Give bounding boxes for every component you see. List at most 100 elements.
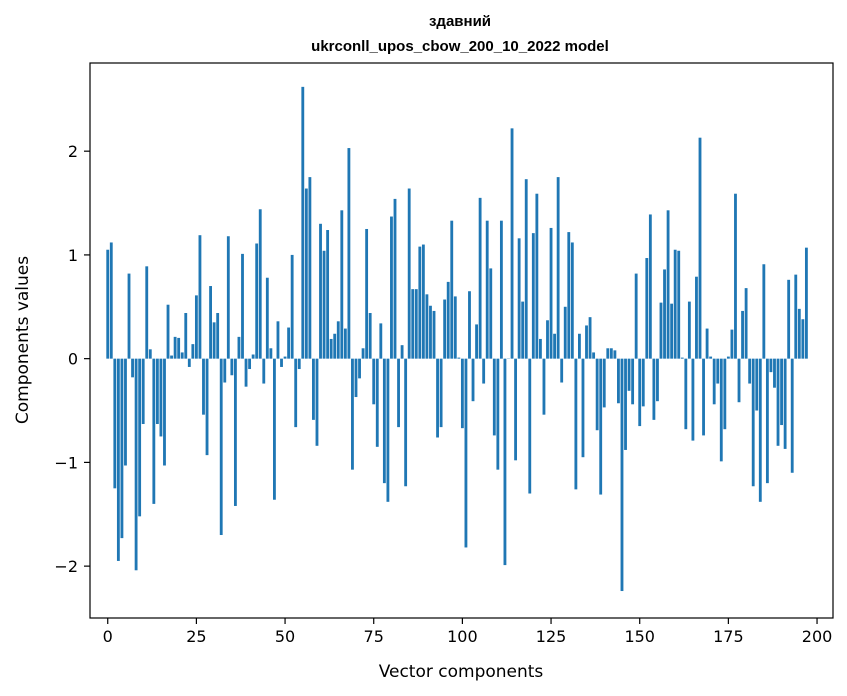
bar-7 <box>131 358 134 378</box>
bar-135 <box>585 325 588 359</box>
bar-103 <box>471 358 475 402</box>
bar-86 <box>411 289 415 359</box>
bar-40 <box>248 358 252 370</box>
bar-152 <box>645 258 649 359</box>
bar-124 <box>546 320 549 359</box>
bar-9 <box>138 358 142 517</box>
bar-60 <box>319 223 322 359</box>
bar-61 <box>322 250 326 359</box>
bar-1 <box>109 242 113 359</box>
bar-30 <box>212 322 216 359</box>
bar-34 <box>226 236 230 359</box>
bar-35 <box>230 358 234 376</box>
bar-100 <box>460 358 464 429</box>
bar-23 <box>187 358 191 367</box>
bar-164 <box>687 301 691 359</box>
bar-188 <box>773 358 776 388</box>
bar-17 <box>166 304 170 359</box>
bar-53 <box>294 358 298 428</box>
bar-29 <box>209 286 213 359</box>
bar-71 <box>358 358 361 379</box>
bar-182 <box>751 358 755 487</box>
bar-106 <box>482 358 486 384</box>
bar-65 <box>336 321 340 359</box>
bar-145 <box>620 358 624 592</box>
bar-63 <box>329 338 333 359</box>
bar-28 <box>205 358 209 456</box>
bar-141 <box>606 348 610 359</box>
bar-144 <box>617 358 620 404</box>
x-tick-label: 50 <box>275 627 295 646</box>
bar-39 <box>244 358 248 387</box>
bar-196 <box>801 319 805 359</box>
bar-16 <box>163 358 166 466</box>
bar-21 <box>180 352 184 359</box>
bar-149 <box>634 273 638 359</box>
bar-98 <box>453 296 457 359</box>
bar-25 <box>194 295 198 359</box>
bar-158 <box>666 210 670 359</box>
bar-150 <box>638 358 642 427</box>
bar-73 <box>365 228 369 359</box>
bar-5 <box>124 358 127 466</box>
bar-170 <box>709 356 713 359</box>
bar-116 <box>517 238 521 359</box>
bar-186 <box>765 358 769 484</box>
bar-0 <box>106 249 110 359</box>
bar-series <box>106 86 808 592</box>
bar-143 <box>613 350 617 359</box>
bar-87 <box>414 289 418 359</box>
bar-62 <box>326 230 330 359</box>
bar-22 <box>184 313 188 359</box>
bar-36 <box>233 358 237 506</box>
chart-title-line-2: ukrconll_upos_cbow_200_10_2022 model <box>311 38 609 55</box>
bar-142 <box>609 348 613 359</box>
y-axis-ticks: −2 −1 0 1 2 <box>54 142 90 576</box>
bar-85 <box>407 188 411 359</box>
bar-155 <box>656 358 659 402</box>
y-tick-label: 2 <box>68 142 78 161</box>
bar-3 <box>116 358 120 561</box>
bar-138 <box>595 358 599 431</box>
bar-108 <box>489 268 493 359</box>
bar-79 <box>386 358 390 502</box>
bar-55 <box>301 86 305 359</box>
x-axis-label: Vector components <box>379 662 544 682</box>
plot-frame <box>89 62 834 619</box>
bar-119 <box>528 358 532 494</box>
bar-148 <box>631 358 635 405</box>
bar-130 <box>567 232 571 359</box>
bar-131 <box>570 242 574 359</box>
bar-161 <box>677 250 681 359</box>
y-axis-label: Components values <box>13 256 33 424</box>
bar-81 <box>393 198 397 359</box>
bar-125 <box>549 227 553 359</box>
bar-115 <box>514 358 518 461</box>
bar-33 <box>223 358 227 383</box>
bar-192 <box>787 279 791 359</box>
x-tick-label: 200 <box>802 627 833 646</box>
bar-195 <box>797 308 801 359</box>
bar-74 <box>368 313 372 359</box>
bar-18 <box>170 355 173 359</box>
bar-15 <box>159 358 163 437</box>
bar-126 <box>553 333 557 359</box>
bar-136 <box>588 317 592 359</box>
x-tick-label: 75 <box>364 627 384 646</box>
bar-128 <box>560 358 564 383</box>
bar-165 <box>691 358 695 441</box>
bar-118 <box>524 179 528 359</box>
bar-54 <box>297 358 301 370</box>
bar-78 <box>382 358 386 484</box>
bar-111 <box>499 220 503 359</box>
bar-175 <box>726 356 730 359</box>
bar-69 <box>351 358 354 470</box>
bar-10 <box>141 358 145 425</box>
bar-58 <box>312 358 315 420</box>
bar-83 <box>400 345 404 359</box>
bar-168 <box>702 358 705 436</box>
bar-137 <box>592 352 596 359</box>
bar-123 <box>542 358 546 415</box>
bar-47 <box>273 358 276 500</box>
